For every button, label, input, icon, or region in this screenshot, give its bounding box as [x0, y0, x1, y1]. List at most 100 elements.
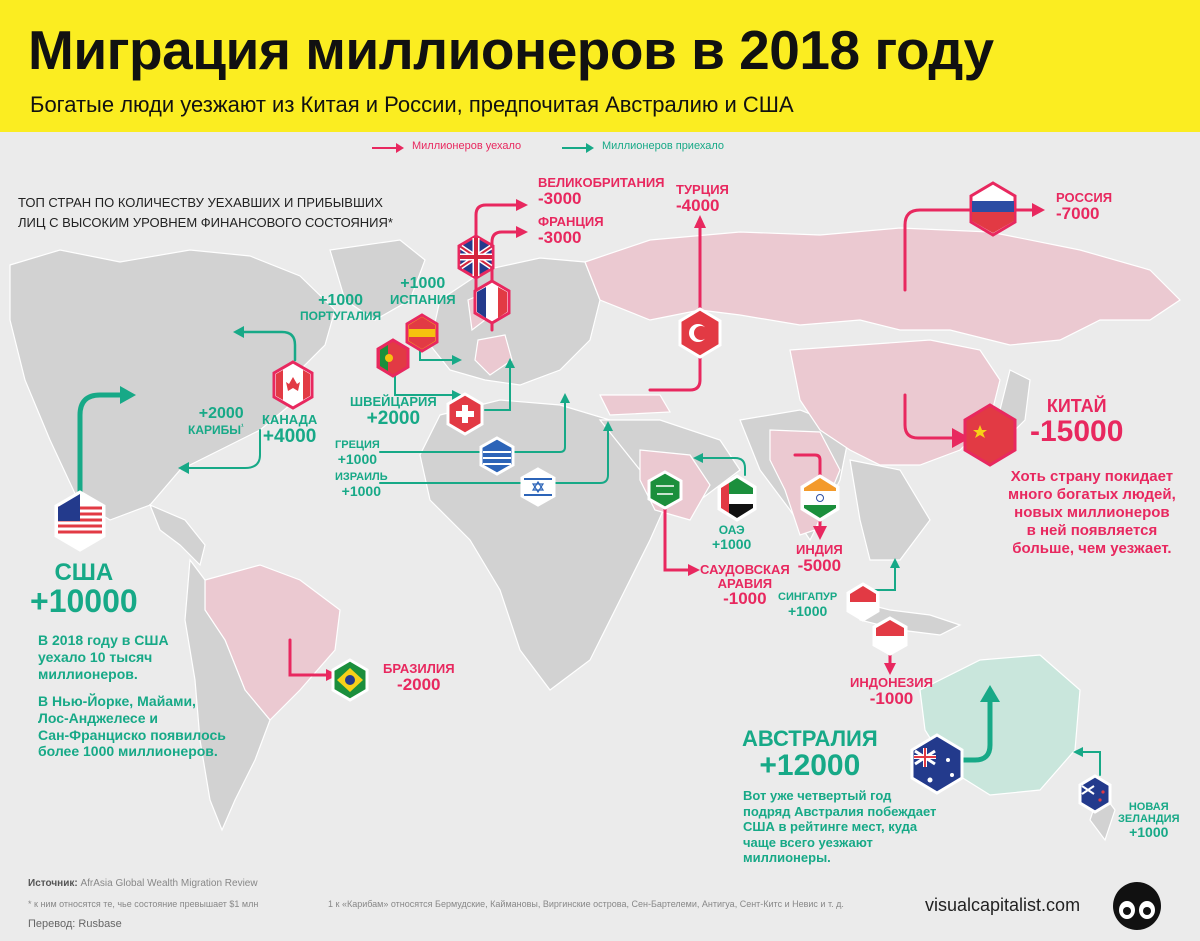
uk-arrow [474, 203, 522, 292]
caribbean-arrow [184, 429, 261, 469]
turkey-flag-icon [678, 307, 722, 359]
usa-value: +10000 [30, 583, 138, 620]
spain-arrow [419, 349, 456, 361]
canada-flag-icon [272, 360, 314, 410]
newzealand-flag-icon [1078, 774, 1112, 814]
israel-label: ИЗРАИЛЬ +1000 [335, 471, 388, 498]
portugal-flag-icon [376, 338, 410, 378]
greenland-landmass [329, 239, 426, 321]
spain-value: +1000 [400, 275, 446, 292]
canada-name: КАНАДА [262, 412, 318, 427]
header-banner: Миграция миллионеров в 2018 году Богатые… [0, 0, 1200, 132]
turkey-landmass [599, 394, 672, 416]
greece-name: ГРЕЦИЯ [335, 439, 380, 451]
australia-arrow [932, 697, 993, 763]
source-label: Источник: [28, 878, 78, 889]
brazil-label: БРАЗИЛИЯ -2000 [383, 662, 455, 693]
australia-note-line: миллионеры. [743, 850, 831, 866]
north-america-landmass [9, 249, 336, 521]
usa-arrow [77, 392, 128, 503]
brand-logo-icon [1113, 882, 1161, 930]
page-title: Миграция миллионеров в 2018 году [28, 19, 994, 81]
singapore-arrow [869, 564, 896, 591]
source-line: Источник: AfrAsia Global Wealth Migratio… [28, 878, 258, 889]
australia-note-line: чаще всего уезжают [743, 834, 873, 850]
portugal-name: ПОРТУГАЛИЯ [300, 308, 382, 323]
usa-note-line: миллионеров. [38, 665, 138, 682]
central-america-landmass [148, 503, 206, 567]
saudi-name1: САУДОВСКАЯ [700, 562, 790, 577]
uk-flag-icon [457, 234, 495, 280]
china-name: КИТАЙ [1046, 396, 1107, 416]
greece-arrow [379, 399, 566, 453]
indonesia-flag-icon [872, 616, 908, 656]
footnote-1: * к ним относятся те, чье состояние прев… [28, 899, 259, 909]
usa-label: США +10000 [30, 560, 138, 619]
france-value: -3000 [538, 227, 582, 247]
australia-note: Вот уже четвертый год подряд Австралия п… [743, 788, 936, 866]
australia-note-line: подряд Австралия побеждает [743, 803, 937, 819]
uk-label: ВЕЛИКОБРИТАНИЯ -3000 [538, 176, 665, 207]
france-flag-icon [473, 279, 511, 325]
turkey-value: -4000 [676, 195, 720, 215]
newzealand-name2: ЗЕЛАНДИЯ [1118, 812, 1180, 825]
singapore-flag-icon [846, 582, 880, 622]
usa-flag-icon [54, 490, 106, 552]
france-name: ФРАНЦИЯ [538, 214, 604, 229]
india-flag-icon [800, 474, 840, 522]
usa-note1: В 2018 году в США уехало 10 тысяч миллио… [38, 632, 169, 682]
usa-note-line: уехало 10 тысяч [38, 648, 153, 665]
turkey-label: ТУРЦИЯ -4000 [676, 183, 729, 214]
russia-value: -7000 [1056, 203, 1100, 223]
legend-out-label: Миллионеров уехало [412, 140, 522, 152]
canada-arrow [238, 330, 297, 362]
legend-in-label: Миллионеров приехало [602, 140, 724, 152]
switzerland-flag-icon [446, 392, 484, 436]
top-note-line1: ТОП СТРАН ПО КОЛИЧЕСТВУ УЕХАВШИХ И ПРИБЫ… [18, 195, 383, 210]
india-label: ИНДИЯ -5000 [796, 543, 843, 574]
russia-flag-icon [969, 181, 1017, 237]
china-note-line: в ней появляется [1026, 522, 1158, 539]
usa-name: США [54, 559, 114, 586]
china-landmass [789, 339, 1001, 466]
india-value: -5000 [797, 555, 842, 575]
brazil-arrow [288, 638, 332, 677]
saudi-name2: АРАВИЯ [717, 575, 773, 591]
saudi-arrow [663, 498, 692, 572]
singapore-value: +1000 [787, 602, 828, 619]
spain-label: +1000 ИСПАНИЯ [390, 275, 456, 306]
legend-in-arrow-icon [562, 143, 594, 153]
france-label: ФРАНЦИЯ -3000 [538, 215, 604, 246]
russia-name: РОССИЯ [1056, 190, 1113, 205]
brand-text: visualcapitalist.com [925, 895, 1081, 915]
saudi-label: САУДОВСКАЯ АРАВИЯ -1000 [700, 563, 790, 608]
indonesia-value: -1000 [869, 688, 914, 708]
australia-value: +12000 [759, 749, 861, 783]
brazil-value: -2000 [397, 674, 441, 694]
europe-landmass [429, 257, 601, 386]
israel-arrow [379, 427, 609, 484]
india-arrow [793, 453, 822, 527]
newzealand-name1: НОВАЯ [1128, 801, 1169, 813]
greece-flag-icon [479, 436, 515, 476]
china-note-line: Хоть страну покидает [1010, 468, 1174, 485]
page-subtitle: Богатые люди уезжают из Китая и России, … [30, 92, 794, 117]
legend-out-arrow-icon [372, 143, 404, 153]
china-note-line: много богатых людей, [1008, 486, 1176, 503]
usa-note-line: Лос-Анджелесе и [38, 709, 158, 726]
china-label: КИТАЙ -15000 [1030, 397, 1123, 447]
china-note: Хоть страну покидает много богатых людей… [1008, 468, 1176, 558]
china-flag-icon [963, 403, 1017, 467]
uk-value: -3000 [538, 188, 582, 208]
israel-name: ИЗРАИЛЬ [335, 471, 388, 483]
top-note-line2: ЛИЦ С ВЫСОКИМ УРОВНЕМ ФИНАНСОВОГО СОСТОЯ… [18, 215, 393, 231]
newzealand-value: +1000 [1129, 824, 1169, 841]
newzealand-label: НОВАЯ ЗЕЛАНДИЯ +1000 [1118, 801, 1180, 841]
translation-credit: Перевод: Rusbase [28, 918, 122, 930]
switzerland-value: +2000 [366, 407, 421, 429]
australia-note-line: США в рейтинге мест, куда [743, 819, 918, 835]
usa-note-line: более 1000 миллионеров. [38, 743, 218, 760]
usa-note2: В Нью-Йорке, Майами, Лос-Анджелесе и Сан… [38, 693, 226, 760]
brazil-flag-icon [331, 658, 369, 702]
uae-arrow [699, 457, 746, 476]
